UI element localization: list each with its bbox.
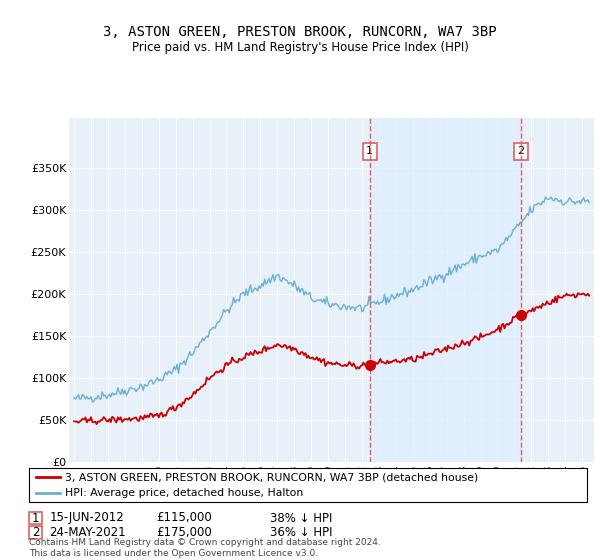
Text: 3, ASTON GREEN, PRESTON BROOK, RUNCORN, WA7 3BP (detached house): 3, ASTON GREEN, PRESTON BROOK, RUNCORN, …	[65, 472, 478, 482]
Text: 24-MAY-2021: 24-MAY-2021	[49, 526, 126, 539]
Text: 2: 2	[32, 526, 39, 539]
Text: HPI: Average price, detached house, Halton: HPI: Average price, detached house, Halt…	[65, 488, 303, 498]
Text: £175,000: £175,000	[156, 526, 212, 539]
Text: 38% ↓ HPI: 38% ↓ HPI	[270, 511, 332, 525]
Text: 36% ↓ HPI: 36% ↓ HPI	[270, 526, 332, 539]
Text: £115,000: £115,000	[156, 511, 212, 525]
Text: 3, ASTON GREEN, PRESTON BROOK, RUNCORN, WA7 3BP: 3, ASTON GREEN, PRESTON BROOK, RUNCORN, …	[103, 26, 497, 39]
Text: Price paid vs. HM Land Registry's House Price Index (HPI): Price paid vs. HM Land Registry's House …	[131, 40, 469, 54]
Text: 2: 2	[517, 146, 524, 156]
Text: 1: 1	[32, 511, 39, 525]
Text: 1: 1	[366, 146, 373, 156]
Bar	[370, 118, 521, 462]
Text: Contains HM Land Registry data © Crown copyright and database right 2024.
This d: Contains HM Land Registry data © Crown c…	[29, 538, 380, 558]
Text: 15-JUN-2012: 15-JUN-2012	[49, 511, 124, 525]
